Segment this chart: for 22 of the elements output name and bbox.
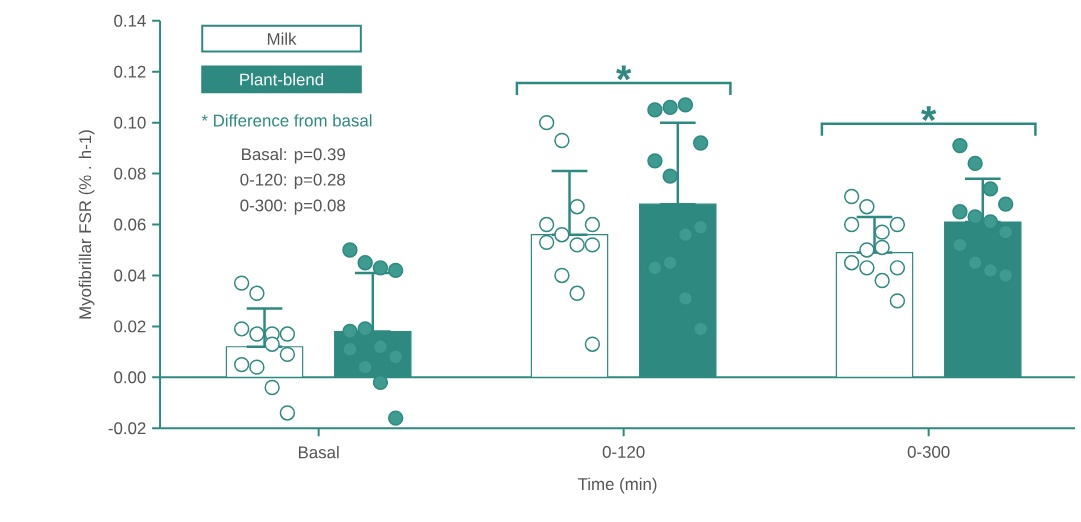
y-tick-label: -0.02: [108, 422, 146, 435]
y-tick-label: 0.02: [114, 320, 146, 333]
annotation: *: [616, 65, 632, 81]
annotation: Basal: p=0.39: [242, 147, 345, 164]
x-axis-title: Time (min): [577, 477, 657, 494]
text: Milk: [267, 32, 297, 45]
annotation: 0-120: p=0.28: [240, 173, 346, 189]
annotation: * Difference from basal: [201, 114, 372, 127]
x-tick-label: 0-300: [907, 445, 950, 458]
y-tick-label: 0.00: [114, 371, 146, 384]
annotation: *: [921, 106, 937, 121]
y-tick-label: 0.08: [114, 167, 146, 180]
y-tick-label: 0.12: [114, 65, 146, 78]
y-tick-label: 0.06: [114, 218, 146, 231]
y-axis-title: Myofibrillar FSR (% . h-1): [78, 130, 95, 319]
y-tick-label: 0.14: [114, 14, 146, 27]
text: Plant-blend: [240, 72, 324, 86]
x-tick-label: 0-120: [602, 445, 645, 458]
y-tick-label: 0.10: [114, 116, 146, 129]
y-tick-label: 0.04: [114, 269, 146, 282]
annotation: 0-300: p=0.08: [240, 199, 346, 215]
x-tick-label: Basal: [298, 445, 339, 459]
